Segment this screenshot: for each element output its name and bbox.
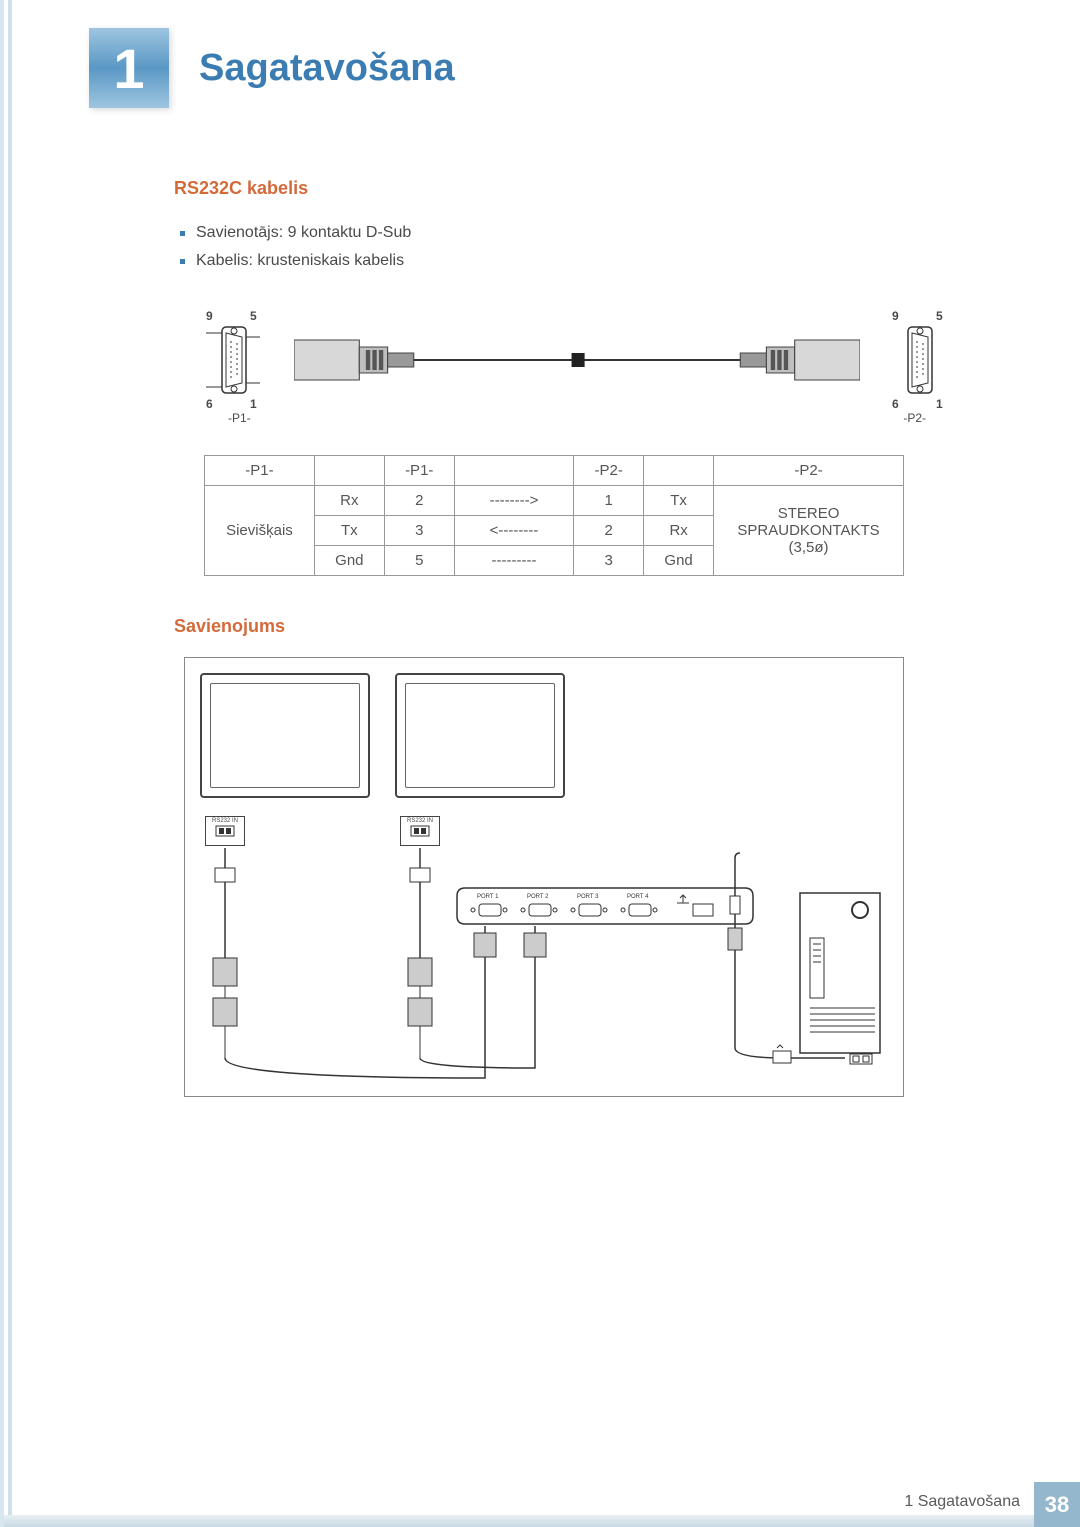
section-heading-cable: RS232C kabelis <box>174 178 970 199</box>
connector-label-p1: -P1- <box>228 411 251 425</box>
rs232-port: RS232 IN <box>400 816 440 846</box>
rs232-port: RS232 IN <box>205 816 245 846</box>
cable-body <box>294 335 860 385</box>
dsub-icon <box>890 325 950 395</box>
td: --------- <box>454 546 574 576</box>
th: -P1- <box>205 456 315 486</box>
pin-label: 9 <box>206 309 213 323</box>
hub-port-label: PORT 3 <box>577 894 599 900</box>
connection-diagram: RS232 IN RS232 IN <box>184 657 904 1097</box>
chapter-badge: 1 <box>89 28 169 108</box>
td: 3 <box>574 546 644 576</box>
pinout-table: -P1- -P1- -P2- -P2- Sievišķais Rx 2 ----… <box>204 455 904 576</box>
td: Sievišķais <box>205 486 315 576</box>
pin-label: 5 <box>250 309 257 323</box>
footer-label: 1 Sagatavošana <box>904 1493 1020 1517</box>
connector-label-p2: -P2- <box>903 411 926 425</box>
cable-diagram: 9 5 6 1 -P1- <box>204 305 970 435</box>
pin-label: 1 <box>936 397 943 411</box>
cable-svg <box>294 335 860 385</box>
page-footer: 1 Sagatavošana 38 <box>4 1482 1080 1527</box>
chapter-title: Sagatavošana <box>199 47 455 90</box>
dsub-icon <box>204 325 264 395</box>
bullet-item: Kabelis: krusteniskais kabelis <box>174 247 970 275</box>
table-row: Sievišķais Rx 2 --------> 1 Tx STEREO SP… <box>205 486 904 516</box>
bullet-list: Savienotājs: 9 kontaktu D-Sub Kabelis: k… <box>174 219 970 275</box>
th <box>644 456 714 486</box>
hub-port-label: PORT 4 <box>627 894 649 900</box>
pin-label: 9 <box>892 309 899 323</box>
td: 3 <box>384 516 454 546</box>
pin-label: 1 <box>250 397 257 411</box>
pin-label: 5 <box>936 309 943 323</box>
dsub-connector-right: 9 5 6 1 <box>890 325 950 400</box>
td: --------> <box>454 486 574 516</box>
td: Rx <box>644 516 714 546</box>
th <box>454 456 574 486</box>
th: -P1- <box>384 456 454 486</box>
td: Tx <box>314 516 384 546</box>
pinout-table-wrap: -P1- -P1- -P2- -P2- Sievišķais Rx 2 ----… <box>204 455 970 576</box>
td: Tx <box>644 486 714 516</box>
th: -P2- <box>714 456 904 486</box>
td: 2 <box>384 486 454 516</box>
bullet-item: Savienotājs: 9 kontaktu D-Sub <box>174 219 970 247</box>
table-row: -P1- -P1- -P2- -P2- <box>205 456 904 486</box>
footer-page-number: 38 <box>1034 1482 1080 1527</box>
th <box>314 456 384 486</box>
page-header: 1 Sagatavošana <box>4 0 1080 108</box>
section-heading-connection: Savienojums <box>174 616 970 637</box>
hub-port-label: PORT 2 <box>527 894 549 900</box>
td: 5 <box>384 546 454 576</box>
pin-label: 6 <box>892 397 899 411</box>
td: 2 <box>574 516 644 546</box>
td: 1 <box>574 486 644 516</box>
td: Gnd <box>644 546 714 576</box>
pin-label: 6 <box>206 397 213 411</box>
monitor-icon <box>395 673 565 798</box>
dsub-connector-left: 9 5 6 1 <box>204 325 264 400</box>
td: <-------- <box>454 516 574 546</box>
th: -P2- <box>574 456 644 486</box>
td: STEREO SPRAUDKONTAKTS (3,5ø) <box>714 486 904 576</box>
chapter-number: 1 <box>113 36 144 101</box>
td: Gnd <box>314 546 384 576</box>
monitor-icon <box>200 673 370 798</box>
td: Rx <box>314 486 384 516</box>
hub-port-label: PORT 1 <box>477 894 499 900</box>
